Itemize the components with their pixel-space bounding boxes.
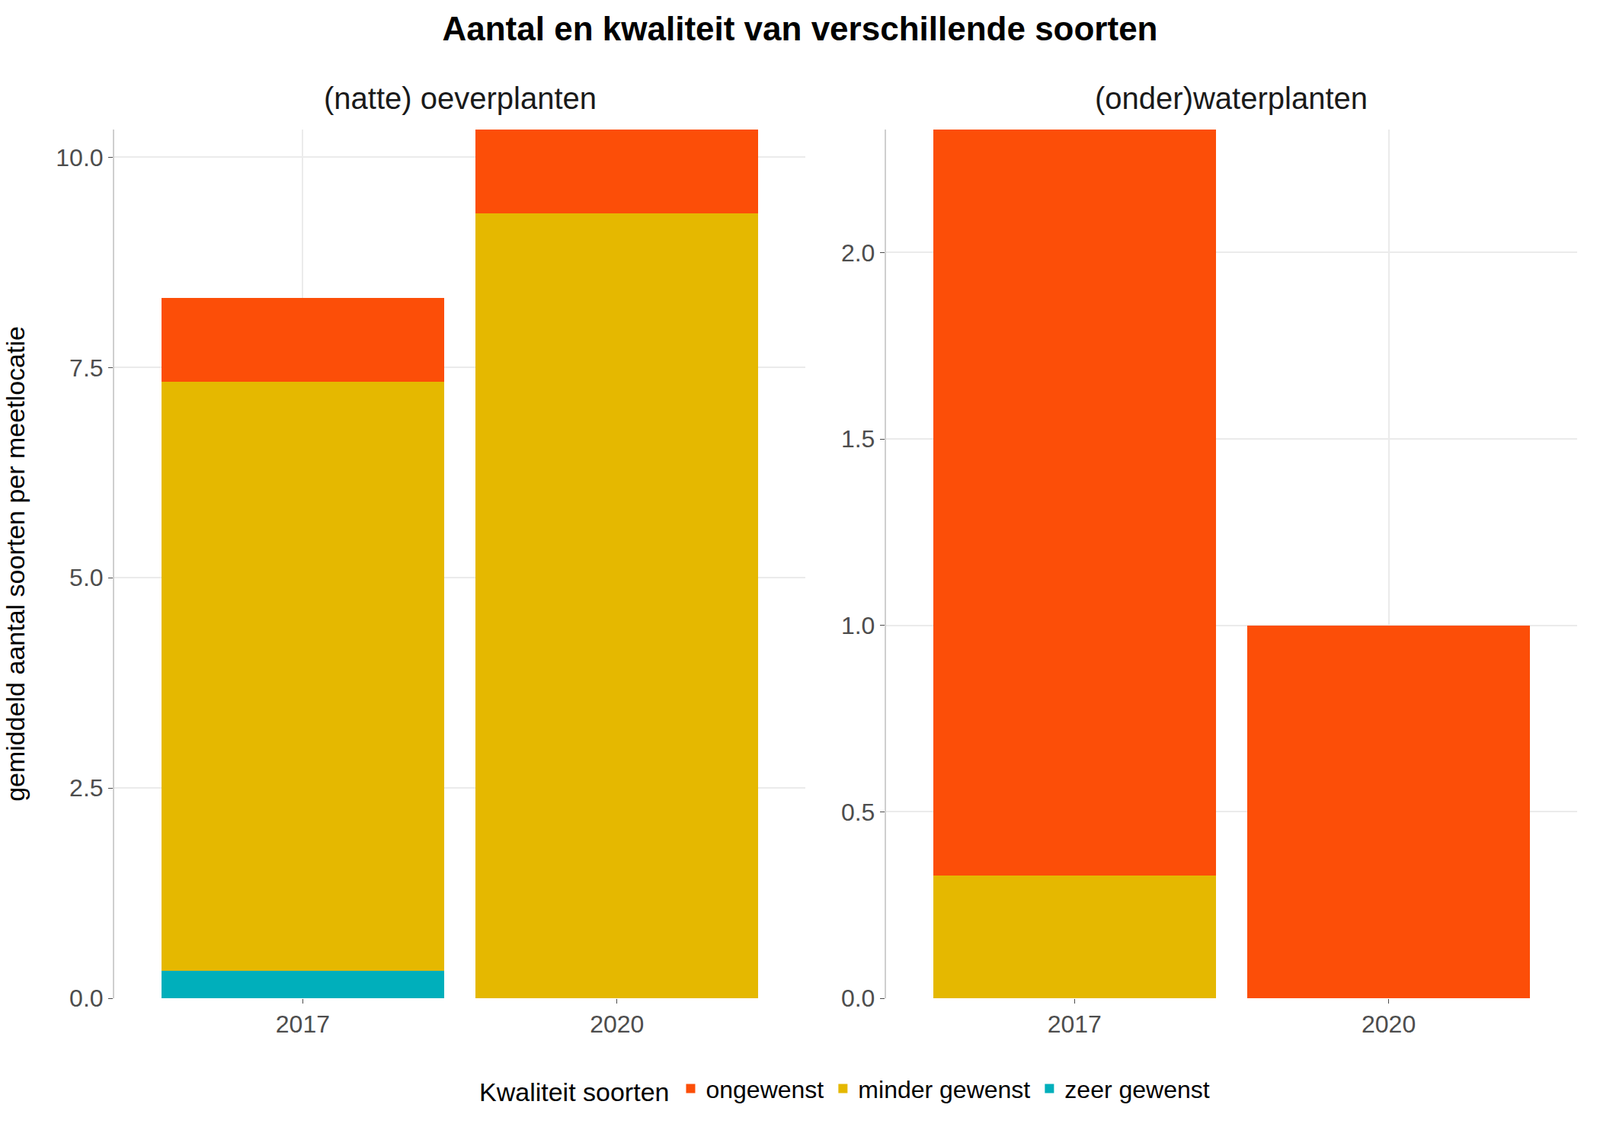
svg-text:2.0: 2.0 (841, 239, 875, 267)
svg-text:0.5: 0.5 (841, 798, 875, 826)
svg-text:(natte) oeverplanten: (natte) oeverplanten (323, 81, 597, 116)
svg-text:0.0: 0.0 (69, 984, 103, 1012)
svg-text:2017: 2017 (275, 1010, 330, 1038)
svg-text:7.5: 7.5 (69, 354, 103, 382)
svg-text:2017: 2017 (1047, 1010, 1102, 1038)
svg-text:2020: 2020 (1361, 1010, 1416, 1038)
svg-text:(onder)waterplanten: (onder)waterplanten (1094, 81, 1368, 116)
svg-text:2.5: 2.5 (69, 774, 103, 802)
svg-text:2020: 2020 (589, 1010, 644, 1038)
svg-text:0.0: 0.0 (841, 984, 875, 1012)
svg-text:1.0: 1.0 (841, 611, 875, 640)
svg-text:zeer gewenst: zeer gewenst (1064, 1075, 1210, 1104)
svg-text:ongewenst: ongewenst (705, 1075, 824, 1104)
svg-text:gemiddeld aantal soorten per m: gemiddeld aantal soorten per meetlocatie (0, 326, 30, 802)
svg-text:minder gewenst: minder gewenst (857, 1075, 1031, 1104)
svg-text:1.5: 1.5 (841, 425, 875, 453)
svg-text:5.0: 5.0 (69, 563, 103, 592)
svg-text:Aantal en kwaliteit van versch: Aantal en kwaliteit van verschillende so… (442, 9, 1159, 48)
svg-text:Kwaliteit soorten: Kwaliteit soorten (479, 1077, 669, 1107)
svg-text:10.0: 10.0 (55, 144, 103, 172)
